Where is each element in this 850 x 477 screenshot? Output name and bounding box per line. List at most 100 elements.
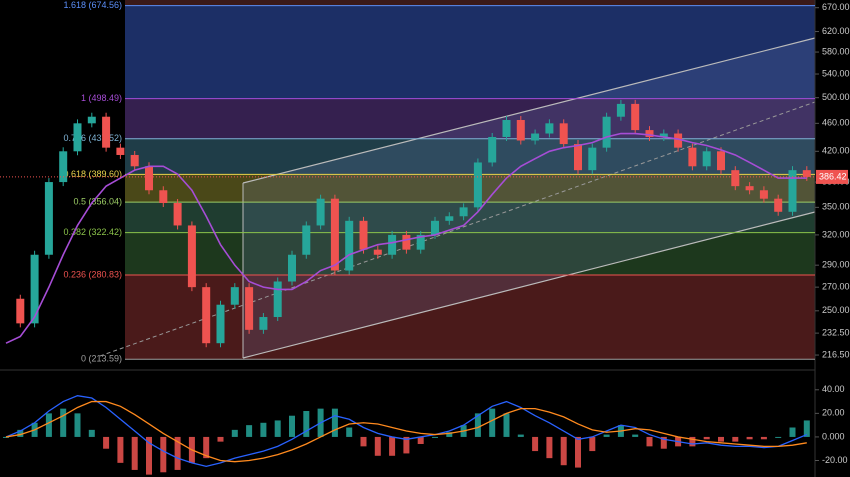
histogram-bar [231, 429, 238, 437]
candle [516, 120, 525, 141]
fib-band [125, 202, 815, 233]
histogram-bar [389, 436, 396, 456]
candle [202, 287, 211, 344]
candle [130, 154, 139, 167]
histogram-bar [360, 436, 367, 447]
macd-line [5, 395, 808, 468]
histogram-bar [432, 436, 438, 438]
candle [273, 281, 282, 318]
macd-line [5, 400, 807, 463]
y-tick-label: 580.00 [822, 46, 850, 56]
candle [574, 144, 582, 171]
histogram-bar [160, 436, 167, 473]
candle [431, 220, 439, 235]
candle [502, 120, 511, 137]
fib-band [125, 232, 815, 276]
candle [688, 147, 697, 167]
candle [731, 170, 740, 187]
histogram-bar [74, 413, 81, 437]
histogram-bar [560, 436, 567, 466]
fib-label: 0.786 (437.52) [63, 133, 122, 143]
candle [373, 249, 382, 255]
candle [559, 123, 568, 145]
histogram-bar [346, 427, 353, 437]
histogram-bar [789, 427, 796, 437]
histogram-bar [88, 429, 95, 437]
histogram-bar [274, 420, 281, 437]
candle [187, 225, 196, 288]
histogram-bar [546, 436, 553, 459]
histogram-bar [575, 436, 581, 468]
fib-label: 1.618 (674.56) [63, 0, 122, 10]
y-tick-label: 290.00 [822, 260, 850, 270]
candle [531, 133, 540, 141]
candle [674, 133, 683, 148]
histogram-bar [246, 425, 253, 437]
histogram-bar [703, 436, 710, 440]
candle [302, 225, 311, 255]
y-tick-label: 250.00 [822, 305, 850, 315]
histogram-bar [303, 411, 310, 437]
y-tick-label: 40.00 [822, 384, 845, 394]
last-price-label: 386.42 [819, 171, 847, 181]
histogram-bar [718, 436, 724, 442]
y-tick-label: 270.00 [822, 282, 850, 292]
y-tick-label: 350.00 [822, 202, 850, 212]
top-band [125, 0, 815, 6]
candle [659, 133, 668, 137]
y-tick-label: 540.00 [822, 68, 850, 78]
histogram-bar [146, 436, 152, 475]
candle [316, 198, 325, 226]
histogram-bar [45, 413, 52, 437]
candle [216, 304, 225, 344]
y-tick-label: 320.00 [822, 229, 850, 239]
candle [616, 103, 625, 117]
histogram-bar [474, 413, 481, 437]
fib-band [125, 275, 815, 360]
histogram-bar [3, 436, 9, 438]
candle [159, 190, 168, 203]
histogram-bar [803, 420, 810, 437]
y-tick-label: 0.000 [822, 431, 845, 441]
candle [73, 123, 82, 152]
channel-upper [242, 37, 816, 184]
candle [645, 130, 654, 137]
candle [145, 166, 153, 191]
y-tick-label: 460.00 [822, 118, 850, 128]
histogram-bar [775, 436, 782, 438]
candle [459, 207, 468, 217]
candle [702, 151, 711, 167]
histogram-bar [532, 436, 539, 452]
histogram-bar [660, 436, 667, 449]
candle [30, 254, 39, 324]
fib-label: 1 (498.49) [81, 93, 122, 103]
fib-label: 0.5 (356.04) [73, 196, 122, 206]
candle [245, 287, 254, 330]
fib-band [125, 98, 815, 139]
y-tick-label: 20.00 [822, 408, 845, 418]
histogram-bar [489, 408, 496, 437]
y-tick-label: 620.00 [822, 26, 850, 36]
candle [473, 162, 482, 208]
histogram-bar [632, 434, 639, 437]
y-tick-label: 216.50 [822, 349, 850, 359]
histogram-bar [689, 436, 696, 447]
candle [87, 116, 96, 124]
fib-label: 0.382 (322.42) [63, 227, 122, 237]
histogram-bar [603, 434, 610, 437]
histogram-bar [517, 434, 524, 437]
histogram-bar [203, 436, 210, 459]
candle [602, 116, 611, 148]
histogram-bar [732, 436, 739, 442]
fib-label: 0.618 (389.60) [63, 169, 122, 179]
fib-band [125, 174, 815, 203]
candle [488, 136, 497, 163]
candle [759, 190, 768, 199]
candle [330, 198, 339, 271]
candle [774, 198, 783, 212]
y-tick-label: 420.00 [822, 146, 850, 156]
candle [44, 182, 53, 255]
candle [359, 220, 368, 250]
